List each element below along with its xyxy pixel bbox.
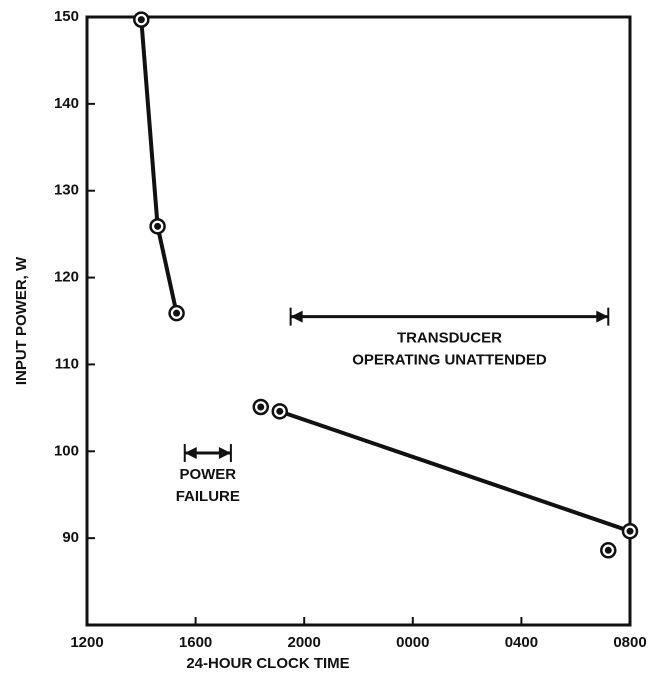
x-tick-label: 0000 (396, 634, 429, 651)
data-point-dot (137, 16, 145, 24)
y-tick-label: 130 (54, 182, 79, 199)
plot-frame (85, 15, 632, 627)
data-line (139, 19, 179, 314)
y-tick-label: 120 (54, 269, 79, 286)
annotation-text: OPERATING UNATTENDED (352, 352, 547, 369)
annotation-text: TRANSDUCER (397, 330, 502, 347)
y-tick-label: 140 (54, 95, 79, 112)
x-tick-label: 1200 (70, 634, 103, 651)
data-line (279, 409, 631, 534)
y-tick-label: 90 (62, 529, 79, 546)
x-tick-label: 1600 (179, 634, 212, 651)
y-tick-label: 150 (54, 8, 79, 25)
x-tick-label: 0400 (505, 634, 538, 651)
data-point-dot (257, 403, 265, 411)
data-point-dot (604, 546, 612, 554)
y-tick-label: 110 (55, 355, 79, 372)
annotation-text: POWER (179, 466, 236, 483)
data-point-dot (276, 407, 284, 415)
y-axis-label: INPUT POWER, W (13, 256, 30, 385)
data-point-dot (173, 309, 181, 317)
arrow-head (184, 447, 231, 460)
x-tick-label: 0800 (613, 634, 646, 651)
x-tick-label: 2000 (288, 634, 321, 651)
data-point-dot (154, 222, 162, 230)
x-axis-label: 24-HOUR CLOCK TIME (186, 655, 349, 672)
y-tick-label: 100 (54, 442, 79, 459)
annotation-text: FAILURE (176, 488, 240, 505)
data-point-dot (626, 527, 634, 535)
